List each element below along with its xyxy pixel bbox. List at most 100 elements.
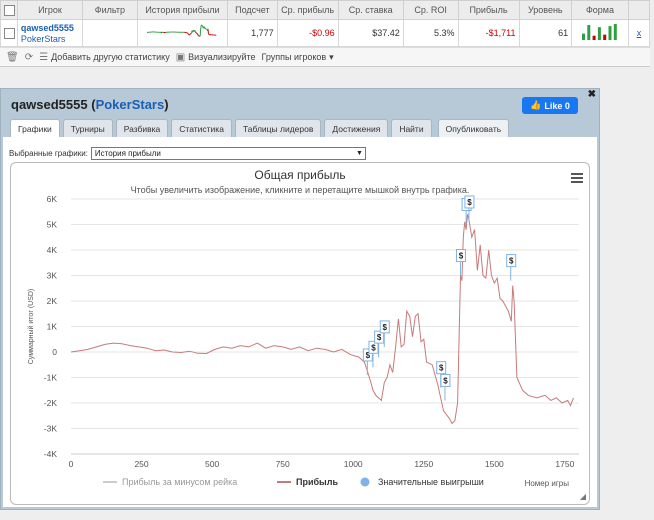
big-win-flag[interactable]: $	[506, 254, 517, 281]
chart-select-label: Выбранные графики:	[9, 149, 88, 158]
x-tick-label: 500	[205, 459, 219, 469]
legend-label: Значительные выигрыши	[378, 477, 484, 487]
filter-cell	[82, 19, 138, 47]
y-tick-label: -4K	[44, 449, 58, 459]
select-all-checkbox-header[interactable]	[0, 0, 18, 20]
tab-leaderboards[interactable]: Таблицы лидеров	[234, 119, 322, 137]
big-win-flag[interactable]: $	[374, 330, 385, 358]
y-tick-label: 0	[52, 347, 57, 357]
big-win-flag[interactable]: $	[362, 348, 373, 375]
header-level[interactable]: Уровень	[518, 0, 573, 20]
flag-label: $	[509, 257, 514, 266]
avg-profit-cell: -$0.96	[276, 19, 339, 47]
resize-grip-icon[interactable]: ◢	[579, 492, 586, 501]
header-remove	[627, 0, 651, 20]
refresh-icon[interactable]: ⟳	[24, 51, 34, 63]
x-tick-label: 1000	[344, 459, 363, 469]
y-tick-label: 6K	[47, 194, 58, 204]
header-profit[interactable]: Прибыль	[457, 0, 520, 20]
player-groups-label: Группы игроков	[261, 52, 327, 62]
sparkline-chart	[147, 24, 218, 37]
profit-history-sparkline[interactable]	[136, 19, 229, 47]
form-bar	[592, 35, 596, 40]
tab-publish[interactable]: Опубликовать	[437, 119, 510, 137]
legend-symbol	[360, 477, 370, 487]
header-form[interactable]: Форма	[571, 0, 629, 20]
sparkline-segment	[197, 33, 200, 36]
header-avg-roi[interactable]: Ср. ROI	[402, 0, 459, 20]
tab-achievements[interactable]: Достижения	[324, 119, 389, 137]
header-avg-profit[interactable]: Ср. прибыль	[276, 0, 339, 20]
add-stats-button[interactable]: ☰ Добавить другую статистику	[39, 52, 170, 63]
flag-box	[455, 249, 466, 262]
y-tick-label: -2K	[44, 398, 58, 408]
row-checkbox[interactable]	[0, 19, 18, 47]
profit-chart[interactable]: Общая прибыль Чтобы увеличить изображение…	[11, 163, 589, 504]
panel-site-link[interactable]: PokerStars	[95, 97, 165, 112]
form-bar	[597, 27, 601, 40]
big-win-flag[interactable]: $	[455, 249, 466, 276]
legend-item[interactable]: Значительные выигрыши	[360, 477, 484, 487]
player-groups-dropdown[interactable]: Группы игроков ▾	[262, 52, 334, 63]
visualize-button[interactable]: ▣ Визуализируйте	[176, 52, 256, 63]
flag-label: $	[371, 343, 376, 352]
y-tick-label: 4K	[47, 245, 58, 255]
legend-item[interactable]: Прибыль	[277, 477, 338, 487]
player-link[interactable]: qawsed5555	[20, 22, 74, 33]
y-tick-label: -3K	[44, 424, 58, 434]
big-win-flag[interactable]: $	[379, 320, 390, 347]
close-icon[interactable]: ✖	[587, 89, 596, 100]
list-icon: ☰	[39, 51, 49, 63]
form-bar	[613, 24, 617, 40]
form-bar	[608, 26, 612, 40]
hamburger-menu-icon[interactable]	[571, 173, 583, 185]
flag-label: $	[467, 198, 472, 207]
chart-select[interactable]: История прибыли ▼	[90, 147, 366, 160]
stats-toolbar: 🗑 ⟳ ☰ Добавить другую статистику ▣ Визуа…	[0, 47, 650, 66]
flag-box	[464, 195, 475, 209]
flag-label: $	[383, 323, 388, 332]
header-player[interactable]: Игрок	[16, 0, 84, 20]
trash-icon[interactable]: 🗑	[6, 51, 19, 63]
header-profit-history[interactable]: История прибыли	[136, 0, 229, 20]
stats-panel: Игрок Фильтр История прибыли Подсчет Ср.…	[0, 0, 651, 67]
player-cell: qawsed5555 PokerStars	[16, 19, 84, 47]
y-tick-label: -1K	[44, 373, 58, 383]
facebook-like-button[interactable]: 👍 Like 0	[522, 97, 578, 114]
x-tick-label: 1750	[555, 459, 574, 469]
flag-label: $	[459, 252, 464, 261]
flag-label: $	[443, 376, 448, 385]
site-link[interactable]: PokerStars	[20, 33, 66, 44]
form-cell	[571, 19, 629, 47]
tab-charts[interactable]: Графики	[10, 119, 60, 138]
chart-title: Общая прибыль	[254, 168, 345, 182]
count-cell: 1,777	[227, 19, 278, 47]
y-tick-label: 3K	[47, 271, 58, 281]
header-count[interactable]: Подсчет	[227, 0, 278, 20]
tab-tournaments[interactable]: Турниры	[62, 119, 113, 137]
big-win-flag[interactable]: $	[440, 373, 451, 401]
profit-series-line	[70, 214, 574, 425]
avg-roi-cell: 5.3%	[402, 19, 459, 47]
big-win-flag[interactable]: $	[464, 195, 475, 222]
tab-find[interactable]: Найти	[391, 119, 432, 137]
x-tick-label: 1250	[414, 459, 433, 469]
big-win-flag[interactable]: $	[368, 340, 379, 368]
chart-container[interactable]: Общая прибыль Чтобы увеличить изображение…	[10, 162, 590, 505]
y-tick-label: 2K	[47, 296, 58, 306]
flag-box	[506, 254, 517, 268]
tab-statistics[interactable]: Статистика	[171, 119, 232, 137]
avg-stake-cell: $37.42	[337, 19, 404, 47]
form-bar	[603, 34, 607, 40]
panel-player-name: qawsed5555	[11, 97, 88, 112]
header-filter[interactable]: Фильтр	[82, 0, 138, 20]
panel-tabs: Графики Турниры Разбивка Статистика Табл…	[10, 119, 510, 138]
remove-row-link[interactable]: x	[636, 28, 642, 38]
tab-breakdown[interactable]: Разбивка	[115, 119, 169, 137]
flag-label: $	[377, 333, 382, 342]
legend-item[interactable]: Прибыль за минусом рейка	[103, 477, 237, 487]
x-tick-label: 750	[276, 459, 290, 469]
flag-box	[436, 361, 447, 375]
header-avg-stake[interactable]: Ср. ставка	[337, 0, 404, 20]
x-tick-label: 250	[134, 459, 148, 469]
